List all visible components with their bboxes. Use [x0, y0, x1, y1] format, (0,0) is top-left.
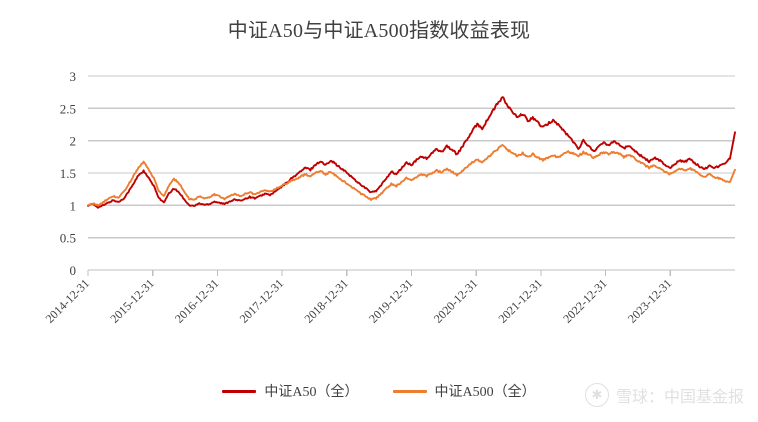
legend-label-a500: 中证A500（全）: [434, 385, 536, 400]
x-axis-group: [87, 270, 671, 276]
legend-swatch-a50: [222, 389, 257, 393]
x-axis-tick-label: 2020-12-31: [431, 276, 480, 325]
x-axis-tick-label: 2014-12-31: [43, 276, 92, 325]
series-line-a500: [87, 144, 736, 207]
x-axis-tick-label: 2017-12-31: [237, 276, 286, 325]
x-axis-tick-label: 2023-12-31: [625, 276, 674, 325]
legend-item-a500[interactable]: 中证A500（全）: [392, 381, 536, 401]
chart-title: 中证A50与中证A500指数收益表现: [227, 20, 531, 42]
y-axis-tick-label: 0: [70, 263, 77, 278]
y-axis-tick-label: 2: [70, 134, 77, 149]
series-lines-group: [87, 96, 736, 209]
legend-item-a50[interactable]: 中证A50（全）: [222, 381, 359, 401]
chart-legend: 中证A50（全） 中证A500（全）: [0, 381, 758, 401]
y-axis-tick-label: 3: [70, 69, 77, 84]
series-line-a50: [87, 96, 736, 209]
x-axis-tick-label: 2018-12-31: [301, 276, 350, 325]
y-axis-tick-label: 1.5: [60, 166, 76, 181]
x-axis-tick-labels: 2014-12-31 2015-12-31 2016-12-31 2017-12-31…: [43, 276, 675, 325]
y-axis-tick-label: 2.5: [60, 101, 76, 116]
y-axis-tick-labels: 0 0.5 1 1.5 2 2.5 3: [60, 69, 76, 278]
x-axis-tick-label: 2021-12-31: [496, 276, 545, 325]
x-axis-tick-label: 2019-12-31: [366, 276, 415, 325]
y-axis-tick-label: 1: [70, 198, 77, 213]
legend-swatch-a500: [392, 389, 427, 393]
x-axis-tick-label: 2015-12-31: [107, 276, 156, 325]
y-axis-tick-label: 0.5: [60, 231, 76, 246]
legend-label-a50: 中证A50（全）: [264, 385, 359, 400]
gridlines-group: [88, 75, 735, 271]
x-axis-tick-label: 2022-12-31: [560, 276, 609, 325]
x-axis-tick-label: 2016-12-31: [172, 276, 221, 325]
